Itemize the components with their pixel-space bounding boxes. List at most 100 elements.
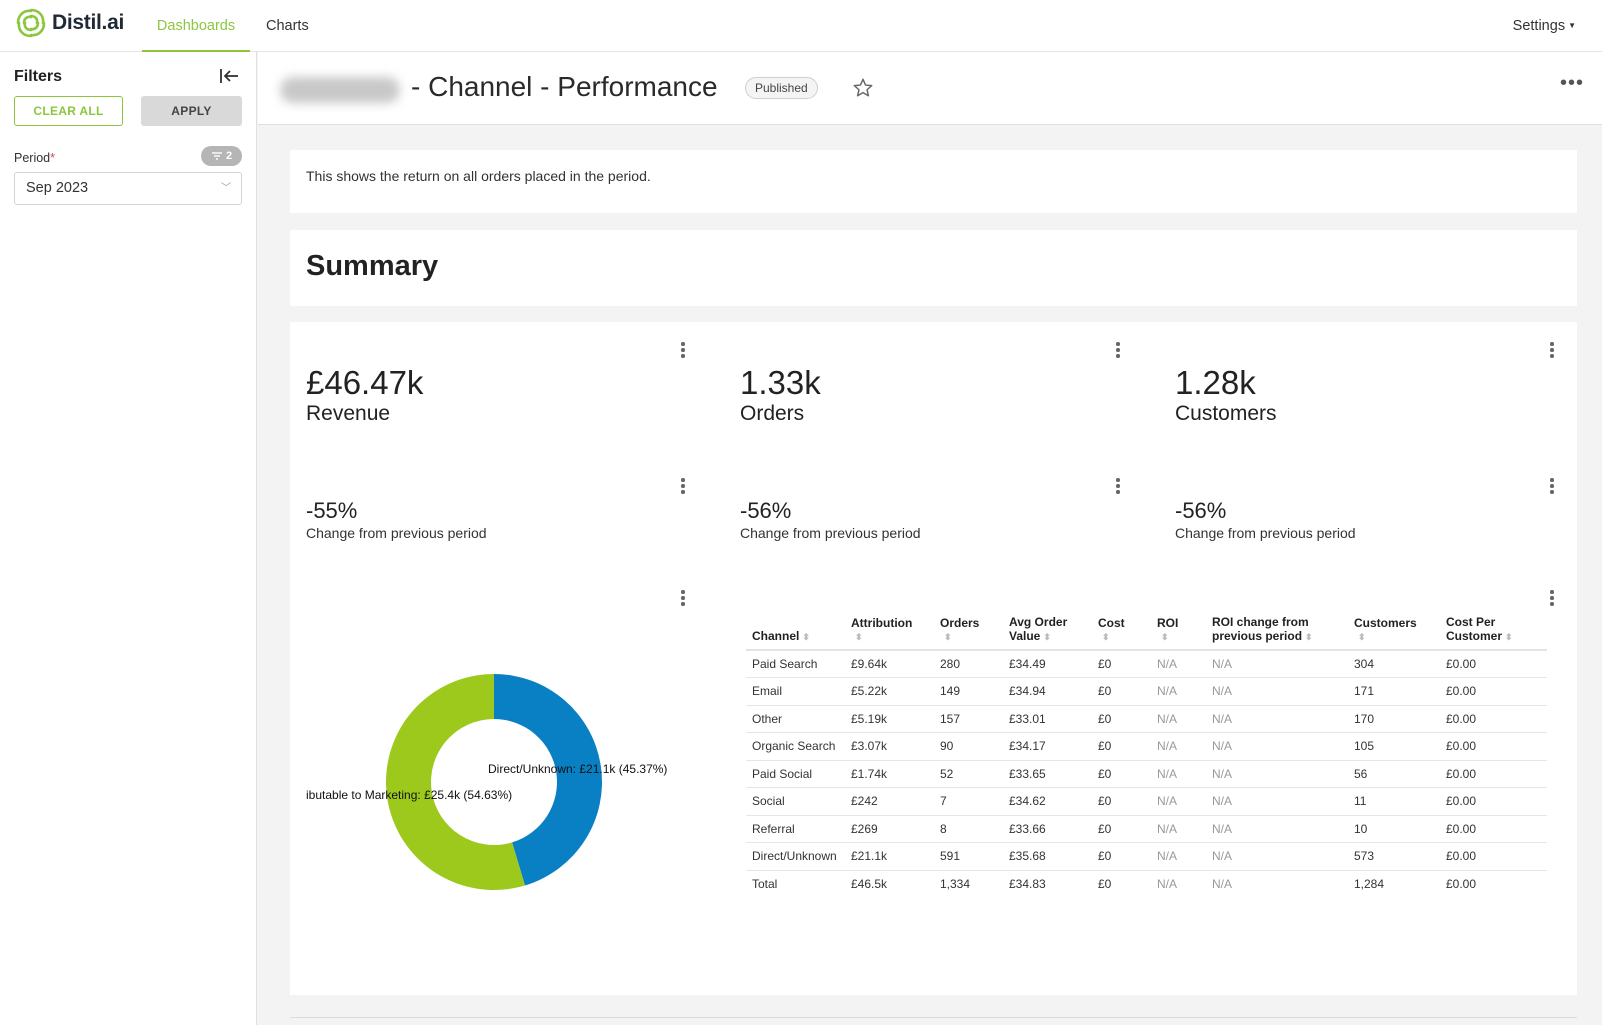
change-orders-label: Change from previous period (740, 525, 921, 541)
table-cell: £34.83 (1009, 877, 1046, 891)
change-revenue-label: Change from previous period (306, 525, 487, 541)
chevron-down-icon: ﹀ (221, 183, 231, 194)
tab-charts[interactable]: Charts (266, 18, 309, 34)
widget-menu-icon[interactable] (1548, 478, 1556, 496)
column-header[interactable]: Attribution ⬍ (845, 602, 934, 651)
tab-dashboards[interactable]: Dashboards (142, 0, 250, 52)
table-cell: 105 (1348, 732, 1440, 761)
table-cell: £1.74k (845, 760, 934, 788)
table-cell: 573 (1348, 842, 1440, 871)
widget-menu-icon[interactable] (1114, 478, 1122, 496)
table-cell: N/A (1206, 842, 1348, 871)
logo-text: Distil.ai (52, 11, 124, 34)
widget-menu-icon[interactable] (679, 590, 687, 608)
filter-count: 2 (225, 150, 233, 162)
table-cell: £5.19k (845, 705, 934, 733)
table-row: Organic Search £3.07k 90 £34.17 £0 N/A N/A 105 £… (746, 732, 1547, 761)
table-cell: 280 (934, 650, 1003, 678)
table-cell: £0.00 (1446, 877, 1477, 891)
period-select-value: Sep 2023 (26, 180, 89, 196)
filter-count-badge[interactable]: 2 (201, 146, 242, 166)
period-label: Period* (14, 151, 55, 165)
column-header[interactable]: Cost ⬍ (1092, 602, 1151, 651)
table-cell: 90 (934, 732, 1003, 761)
filters-title: Filters (14, 68, 63, 85)
table-cell: Paid Social (746, 760, 845, 788)
period-select[interactable]: Sep 2023 ﹀ (14, 172, 242, 205)
description-card: This shows the return on all orders plac… (290, 150, 1577, 213)
table-cell: £269 (845, 815, 934, 843)
column-header[interactable]: Avg Order Value ⬍ (1003, 602, 1092, 651)
more-options-icon[interactable]: ••• (1560, 72, 1585, 94)
table-cell: £0 (1092, 815, 1151, 843)
sort-icon[interactable]: ⬍ (1043, 632, 1051, 642)
table-cell: 8 (934, 815, 1003, 843)
column-header[interactable]: Orders ⬍ (934, 602, 1003, 651)
table-cell: 1,284 (1354, 877, 1385, 891)
distil-logo[interactable]: Distil.ai (14, 6, 124, 40)
table-cell: £0.00 (1440, 677, 1547, 706)
table-cell: £21.1k (845, 842, 934, 871)
table-cell: 171 (1348, 677, 1440, 706)
column-header-label: ROI (1157, 616, 1179, 630)
column-header[interactable]: Customers ⬍ (1348, 602, 1440, 651)
widget-menu-icon[interactable] (679, 478, 687, 496)
apply-button[interactable]: APPLY (141, 96, 242, 126)
donut-slice-direct-unknown[interactable] (494, 674, 602, 886)
sort-icon[interactable]: ⬍ (1161, 632, 1169, 642)
column-header[interactable]: Cost Per Customer ⬍ (1440, 602, 1547, 651)
sort-icon[interactable]: ⬍ (1102, 632, 1110, 642)
sort-icon[interactable]: ⬍ (944, 632, 952, 642)
settings-menu[interactable]: Settings ▼ (1513, 0, 1576, 52)
column-header-label: Avg Order Value (1009, 615, 1068, 643)
sort-icon[interactable]: ⬍ (1505, 632, 1513, 642)
table-cell: N/A (1206, 787, 1348, 816)
table-cell: 157 (934, 705, 1003, 733)
table-cell: 7 (934, 787, 1003, 816)
table-cell: N/A (1206, 815, 1348, 843)
sort-icon[interactable]: ⬍ (802, 632, 810, 642)
table-cell: N/A (1206, 650, 1348, 678)
donut-label-marketing: ibutable to Marketing: £25.4k (54.63%) (306, 788, 513, 802)
sort-icon[interactable]: ⬍ (1358, 632, 1366, 642)
widget-menu-icon[interactable] (1548, 342, 1556, 360)
table-cell: N/A (1206, 760, 1348, 788)
table-cell: £0.00 (1440, 842, 1547, 871)
table-cell: N/A (1151, 787, 1206, 816)
table-total-row: Total £46.5k 1,334 £34.83 £0 N/A N/A 1,284 £0.00 (746, 870, 1547, 898)
clear-all-button[interactable]: CLEAR ALL (14, 96, 123, 126)
column-header[interactable]: ROI change from previous period ⬍ (1206, 602, 1348, 651)
collapse-sidebar-icon[interactable] (218, 66, 240, 86)
table-cell: £0 (1092, 705, 1151, 733)
top-navigation: Distil.ai Dashboards Charts Settings ▼ (0, 0, 1602, 52)
sort-icon[interactable]: ⬍ (1305, 632, 1313, 642)
donut-slice-attributable-to-marketing[interactable] (385, 674, 525, 890)
widget-menu-icon[interactable] (1114, 342, 1122, 360)
table-cell: £0 (1098, 877, 1112, 891)
table-cell: £0 (1092, 787, 1151, 816)
dashboard-header: - Channel - Performance Published ••• (258, 52, 1602, 125)
table-cell: £0 (1092, 842, 1151, 871)
column-header[interactable]: ROI ⬍ (1151, 602, 1206, 651)
table-cell: N/A (1151, 842, 1206, 871)
column-header[interactable]: Channel ⬍ (746, 602, 845, 651)
widget-menu-icon[interactable] (679, 342, 687, 360)
table-cell: N/A (1151, 760, 1206, 788)
table-row: Paid Social £1.74k 52 £33.65 £0 N/A N/A 56 £0.00 (746, 760, 1547, 788)
table-cell: £0.00 (1440, 815, 1547, 843)
column-header-label: Cost (1098, 616, 1125, 630)
change-customers-label: Change from previous period (1175, 525, 1356, 541)
table-cell: Other (746, 705, 845, 733)
table-cell: £3.07k (845, 732, 934, 761)
table-cell: N/A (1151, 732, 1206, 761)
table-row: Email £5.22k 149 £34.94 £0 N/A N/A 171 £0.00 (746, 677, 1547, 706)
widget-menu-icon[interactable] (1548, 590, 1556, 608)
star-icon[interactable] (852, 77, 874, 99)
table-cell: £0 (1092, 677, 1151, 706)
sort-icon[interactable]: ⬍ (855, 632, 863, 642)
caret-down-icon: ▼ (1568, 21, 1576, 31)
table-cell: 591 (934, 842, 1003, 871)
table-cell: 149 (934, 677, 1003, 706)
table-cell: 170 (1348, 705, 1440, 733)
dashboard-title: - Channel - Performance (411, 71, 718, 102)
